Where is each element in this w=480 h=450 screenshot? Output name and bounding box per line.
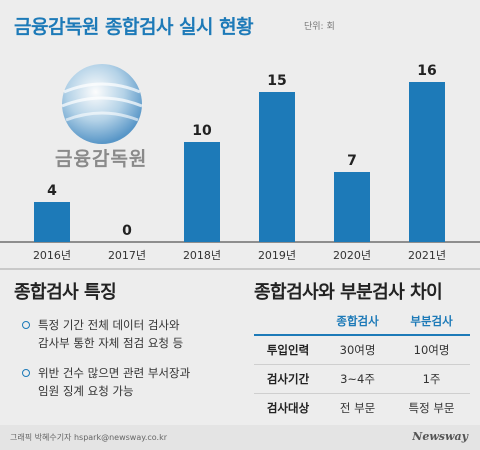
bullet-circle-icon [22, 321, 30, 329]
brand-logo: Newsway [412, 430, 468, 443]
table-header-row: 종합검사 부분검사 [254, 308, 470, 335]
feature-text: 위반 건수 많으면 관련 부서장과 [38, 366, 191, 380]
bar [409, 82, 445, 242]
unit-label: 단위: 회 [304, 22, 335, 32]
bar [259, 92, 295, 242]
bar [34, 202, 70, 242]
row-label: 검사대상 [254, 393, 322, 422]
table-header-cell [254, 308, 322, 335]
x-tick-label: 2019년 [258, 249, 296, 262]
table-row: 검사기간 3~4주 1주 [254, 364, 470, 394]
bar-chart: 4 2016년 0 2017년 10 2018년 15 2019년 7 2020년 16 2021년 [0, 63, 480, 262]
x-tick-label: 2017년 [108, 249, 146, 262]
table-cell: 10여명 [393, 334, 470, 365]
fss-logo-icon [61, 64, 143, 144]
feature-text: 특정 기간 전체 데이터 검사와 [38, 318, 180, 332]
bullet-circle-icon [22, 369, 30, 377]
graphic-credit: 그래픽 박혜수기자 hspark@newsway.co.kr [10, 433, 168, 442]
comparison-table: 종합검사 부분검사 투입인력 30여명 10여명 검사기간 3~4주 1주 검사… [254, 308, 470, 422]
table-header-cell: 부분검사 [410, 314, 453, 328]
features-title: 종합검사 특징 [14, 282, 117, 303]
logo-text: 금융감독원 [55, 148, 148, 170]
x-tick-label: 2020년 [333, 249, 371, 262]
table-cell: 3~4주 [322, 364, 394, 394]
table-cell: 특정 부문 [393, 393, 470, 422]
data-label: 10 [192, 123, 212, 139]
section-divider [0, 268, 480, 270]
table-cell: 1주 [393, 364, 470, 394]
data-label: 0 [122, 223, 132, 239]
row-label: 검사기간 [254, 364, 322, 394]
data-label: 15 [267, 73, 286, 89]
bar [334, 172, 370, 242]
bar [184, 142, 220, 242]
feature-text: 임원 징계 요청 가능 [38, 384, 134, 398]
table-header-cell: 종합검사 [336, 314, 379, 328]
x-tick-label: 2021년 [408, 249, 446, 262]
comparison-title: 종합검사와 부분검사 차이 [254, 282, 443, 303]
page-title: 금융감독원 종합검사 실시 현황 [14, 16, 254, 38]
data-label: 7 [347, 153, 357, 169]
x-tick-label: 2018년 [183, 249, 221, 262]
data-label: 16 [417, 63, 436, 79]
footer-bar [0, 425, 480, 450]
table-row: 투입인력 30여명 10여명 [254, 334, 470, 365]
row-label: 투입인력 [254, 334, 322, 365]
table-cell: 전 부문 [322, 393, 394, 422]
feature-text: 감사부 통한 자체 점검 요청 등 [38, 336, 184, 350]
x-tick-label: 2016년 [33, 249, 71, 262]
data-label: 4 [47, 183, 57, 199]
table-row: 검사대상 전 부문 특정 부문 [254, 393, 470, 422]
table-cell: 30여명 [322, 334, 394, 365]
